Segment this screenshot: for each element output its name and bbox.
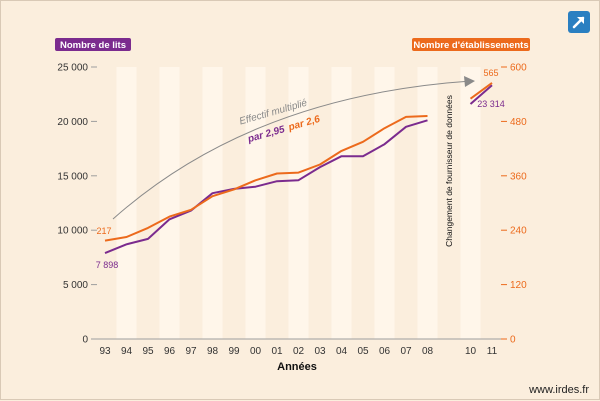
data-break-note: Changement de fournisseur de données [444, 95, 454, 247]
x-tick-label-99: 99 [228, 346, 240, 357]
x-tick-label-00: 00 [250, 346, 262, 357]
x-tick-label-06: 06 [379, 346, 391, 357]
x-axis-ticks: 93 94 95 96 97 98 99 00 01 02 03 04 05 06 07 08 10 11 [99, 346, 497, 357]
x-tick-label-93: 93 [99, 346, 111, 357]
left-axis-badge: Nombre de lits [55, 38, 131, 51]
left-tick-label: 25 000 [57, 63, 88, 74]
right-axis-ticks: 0 120 240 360 480 600 [501, 63, 527, 346]
right-axis-badge: Nombre d'établissements [412, 38, 530, 51]
right-axis-badge-label: Nombre d'établissements [413, 40, 528, 51]
series-lits-segment-2 [469, 84, 493, 105]
x-tick-label-07: 07 [400, 346, 412, 357]
x-tick-label-97: 97 [185, 346, 197, 357]
end-etab-label: 565 [483, 68, 498, 78]
year-band-08 [417, 67, 438, 339]
right-tick-label: 240 [510, 226, 527, 237]
right-tick-label: 0 [510, 335, 516, 346]
left-tick-label: 20 000 [57, 117, 88, 128]
left-tick-label: 0 [82, 335, 88, 346]
x-tick-label-02: 02 [293, 346, 305, 357]
x-tick-label-05: 05 [357, 346, 369, 357]
year-band-00 [245, 67, 266, 339]
x-tick-label-98: 98 [207, 346, 219, 357]
right-tick-label: 600 [510, 63, 527, 74]
right-tick-label: 120 [510, 280, 527, 291]
x-tick-label-10: 10 [465, 346, 477, 357]
left-axis-ticks: 0 5 000 10 000 15 000 20 000 25 000 [57, 63, 97, 346]
growth-arrow [112, 80, 472, 220]
x-tick-label-95: 95 [142, 346, 154, 357]
source-url[interactable]: www.irdes.fr [528, 384, 589, 396]
year-band-96 [159, 67, 180, 339]
x-tick-label-04: 04 [336, 346, 348, 357]
x-tick-label-94: 94 [121, 346, 133, 357]
year-band-94 [116, 67, 137, 339]
year-band-04 [331, 67, 352, 339]
external-link-arrow-icon[interactable] [568, 11, 590, 33]
year-band-98 [202, 67, 223, 339]
year-band-02 [288, 67, 309, 339]
series-etablissements-segment-1 [104, 115, 428, 242]
left-tick-label: 15 000 [57, 171, 88, 182]
left-tick-label: 10 000 [57, 226, 88, 237]
series-lits-segment-1 [104, 119, 428, 255]
left-axis-badge-label: Nombre de lits [60, 40, 126, 51]
right-tick-label: 360 [510, 171, 527, 182]
year-bands [116, 67, 481, 339]
year-band-06 [374, 67, 395, 339]
x-tick-label-01: 01 [271, 346, 283, 357]
growth-arrow-head [464, 76, 475, 87]
series-etablissements-segment-2 [469, 82, 493, 100]
x-tick-label-08: 08 [422, 346, 434, 357]
end-lits-label: 23 314 [477, 99, 505, 109]
series-lines [104, 82, 493, 255]
year-band-10 [460, 67, 481, 339]
x-tick-label-03: 03 [314, 346, 326, 357]
x-tick-label-11: 11 [487, 346, 498, 357]
start-etab-label: 217 [96, 226, 111, 236]
x-tick-label-96: 96 [164, 346, 176, 357]
start-lits-label: 7 898 [96, 260, 119, 270]
x-axis-title: Années [277, 361, 317, 373]
right-tick-label: 480 [510, 117, 527, 128]
left-tick-label: 5 000 [63, 280, 88, 291]
